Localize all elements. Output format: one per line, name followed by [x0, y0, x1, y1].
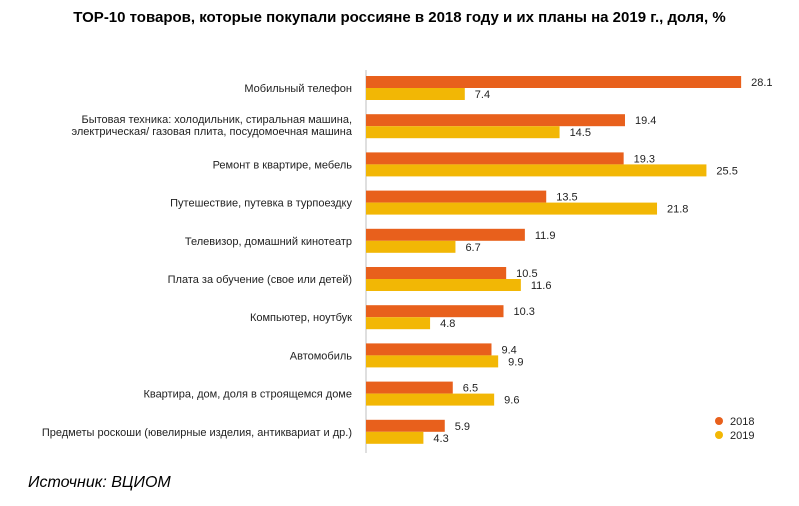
bar-2018 — [366, 76, 742, 88]
legend-marker-2019 — [715, 431, 723, 439]
value-label: 11.9 — [535, 230, 556, 242]
value-label: 21.8 — [667, 204, 688, 216]
category-label: Телевизор, домашний кинотеатр — [185, 236, 352, 248]
bar-2018 — [366, 152, 624, 165]
source-note: Источник: ВЦИОМ — [28, 474, 171, 491]
bar-2018 — [366, 381, 453, 394]
category-label: Компьютер, ноутбук — [250, 312, 352, 324]
value-label: 6.5 — [463, 383, 478, 395]
category-label: Автомобиль — [290, 350, 353, 362]
value-label: 9.6 — [504, 395, 519, 407]
value-label: 4.8 — [440, 318, 455, 330]
value-label: 28.1 — [751, 77, 772, 89]
chart-title: TOP-10 товаров, которые покупали россиян… — [73, 9, 726, 26]
bar-2019 — [366, 393, 495, 406]
bar-2018 — [366, 114, 625, 127]
bar-2019 — [366, 88, 465, 100]
legend-label-2019: 2019 — [730, 430, 754, 442]
category-label: Предметы роскоши (ювелирные изделия, ант… — [42, 427, 352, 439]
legend: 2018 2019 — [715, 416, 754, 442]
bar-2018 — [366, 228, 525, 241]
bar-2018 — [366, 190, 547, 203]
value-label: 9.9 — [508, 356, 523, 368]
value-label: 7.4 — [475, 89, 490, 101]
value-label: 10.3 — [514, 306, 535, 318]
value-label: 10.5 — [516, 268, 537, 280]
bar-2019 — [366, 126, 560, 139]
category-label: Бытовая техника: холодильник, стиральная… — [71, 114, 352, 138]
category-label: Мобильный телефон — [244, 83, 352, 95]
bar-2018 — [366, 305, 504, 318]
value-label: 6.7 — [465, 242, 480, 254]
bar-2018 — [366, 343, 492, 356]
value-label: 9.4 — [501, 344, 516, 356]
value-label: 11.6 — [531, 280, 552, 292]
bar-2018 — [366, 267, 507, 279]
value-label: 14.5 — [570, 127, 591, 139]
bar-2019 — [366, 202, 658, 215]
legend-label-2018: 2018 — [730, 416, 754, 428]
bar-2019 — [366, 431, 424, 444]
value-label: 13.5 — [556, 192, 577, 204]
value-label: 4.3 — [433, 433, 448, 445]
value-label: 19.3 — [634, 153, 655, 165]
legend-marker-2018 — [715, 417, 723, 425]
category-label: Ремонт в квартире, мебель — [213, 159, 353, 171]
bar-2019 — [366, 279, 521, 291]
bar-2019 — [366, 240, 456, 253]
value-label: 5.9 — [455, 421, 470, 433]
category-label: Плата за обучение (свое или детей) — [168, 274, 352, 286]
bar-2019 — [366, 355, 499, 368]
value-label: 19.4 — [635, 115, 656, 127]
value-label: 25.5 — [716, 165, 737, 177]
category-label: Путешествие, путевка в турпоездку — [170, 198, 352, 210]
bar-2019 — [366, 164, 707, 177]
bar-2019 — [366, 317, 431, 330]
bar-2018 — [366, 419, 445, 432]
category-label: Квартира, дом, доля в строящемся доме — [143, 389, 352, 401]
